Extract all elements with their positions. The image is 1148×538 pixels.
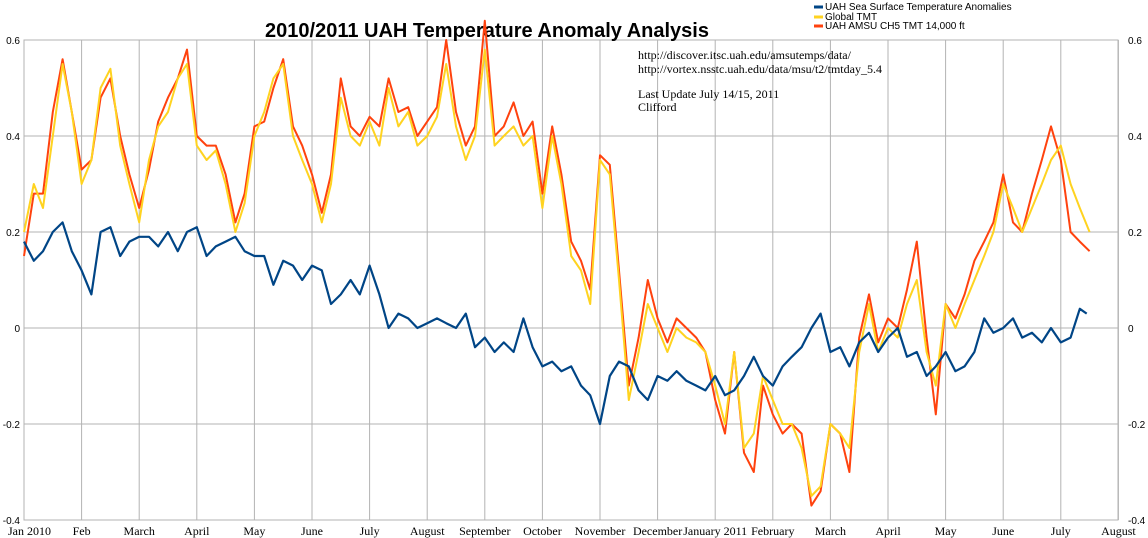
x-tick-label: February xyxy=(751,524,794,538)
series xyxy=(23,19,1091,507)
y-tick-label-right: 0.6 xyxy=(1128,36,1142,47)
x-tick-label: March xyxy=(815,524,846,538)
y-tick-label: 0.2 xyxy=(6,228,20,239)
legend-label-sst: UAH Sea Surface Temperature Anomalies xyxy=(825,2,1012,13)
x-tick-label: April xyxy=(875,524,901,538)
x-axis: Jan 2010 Feb March April May June July August Se… xyxy=(8,524,1136,538)
x-tick-label: March xyxy=(124,524,155,538)
x-tick-label: Jan 2010 xyxy=(8,524,51,538)
legend-label-amsu: UAH AMSU CH5 TMT 14,000 ft xyxy=(825,21,965,32)
x-tick-label: April xyxy=(184,524,210,538)
x-tick-label: August xyxy=(410,524,445,538)
y-tick-label: 0 xyxy=(14,324,20,335)
y-tick-label: -0.4 xyxy=(3,516,21,527)
y-tick-label-right: -0.2 xyxy=(1128,420,1146,431)
plot-frame xyxy=(23,39,1119,521)
y-tick-label-right: -0.4 xyxy=(1128,516,1146,527)
x-tick-label: July xyxy=(360,524,380,538)
series-line-sst xyxy=(23,221,1088,426)
x-tick-label: October xyxy=(523,524,562,538)
annotation-author: Clifford xyxy=(638,100,676,114)
x-tick-label: September xyxy=(459,524,510,538)
series-line-amsu-ch5 xyxy=(23,19,1091,507)
legend: UAH Sea Surface Temperature Anomalies Gl… xyxy=(814,2,1012,32)
x-tick-label: Feb xyxy=(73,524,91,538)
x-tick-label: January 2011 xyxy=(683,524,747,538)
x-tick-label: August xyxy=(1101,524,1136,538)
gridlines xyxy=(23,39,1119,521)
annotation-block: http://discover.itsc.uah.edu/amsutemps/d… xyxy=(638,48,882,114)
legend-label-global: Global TMT xyxy=(825,12,877,23)
y-tick-label: -0.2 xyxy=(3,420,21,431)
x-tick-label: May xyxy=(243,524,265,538)
y-tick-label-right: 0.2 xyxy=(1128,228,1142,239)
x-tick-label: May xyxy=(935,524,957,538)
x-tick-label: December xyxy=(633,524,682,538)
y-tick-label-right: 0.4 xyxy=(1128,132,1142,143)
y-tick-label: 0.4 xyxy=(6,132,20,143)
x-tick-label: June xyxy=(992,524,1014,538)
y-tick-label: 0.6 xyxy=(6,36,20,47)
annotation-update: Last Update July 14/15, 2011 xyxy=(638,87,779,101)
y-tick-label-right: 0 xyxy=(1128,324,1134,335)
chart-title: 2010/2011 UAH Temperature Anomaly Analys… xyxy=(265,20,709,42)
annotation-url-2: http://vortex.nsstc.uah.edu/data/msu/t2/… xyxy=(638,62,882,76)
x-tick-label: July xyxy=(1051,524,1071,538)
y-axis-left: 0.6 0.4 0.2 0 -0.2 -0.4 xyxy=(3,36,21,527)
x-tick-label: June xyxy=(301,524,323,538)
y-axis-right: 0.6 0.4 0.2 0 -0.2 -0.4 xyxy=(1128,36,1146,527)
x-tick-label: November xyxy=(575,524,626,538)
annotation-url-1: http://discover.itsc.uah.edu/amsutemps/d… xyxy=(638,48,852,62)
series-line-global-tmt xyxy=(23,48,1091,497)
